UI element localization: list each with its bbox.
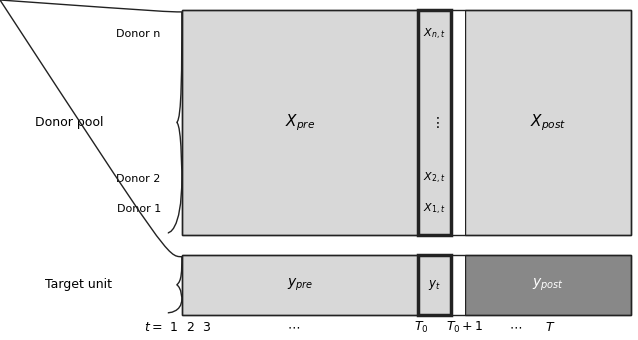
Text: 1: 1: [170, 321, 177, 334]
Text: $T_0+1$: $T_0+1$: [445, 320, 484, 335]
Text: $\cdots$: $\cdots$: [287, 321, 300, 334]
Text: 2: 2: [186, 321, 194, 334]
Bar: [451, 10, 465, 235]
Text: Donor n: Donor n: [116, 29, 161, 39]
Bar: [465, 10, 631, 235]
Text: $X_{2,t}$: $X_{2,t}$: [423, 171, 446, 186]
Text: $y_t$: $y_t$: [428, 278, 441, 292]
Text: Donor 1: Donor 1: [117, 204, 161, 214]
Bar: [465, 255, 631, 314]
Bar: [418, 10, 451, 235]
Text: $X_{n,t}$: $X_{n,t}$: [424, 27, 445, 41]
Text: Donor 2: Donor 2: [116, 173, 161, 184]
Text: $y_{pre}$: $y_{pre}$: [286, 277, 313, 293]
Text: 3: 3: [202, 321, 210, 334]
Text: $\cdots$: $\cdots$: [509, 321, 522, 334]
Bar: [182, 255, 418, 314]
Text: $t=$: $t=$: [144, 321, 163, 334]
Text: $y_{post}$: $y_{post}$: [532, 277, 564, 293]
Text: $T_0$: $T_0$: [414, 320, 428, 335]
Text: $\vdots$: $\vdots$: [429, 115, 440, 130]
Bar: [182, 255, 631, 314]
Bar: [182, 10, 631, 235]
Text: Target unit: Target unit: [45, 278, 112, 291]
Text: $X_{1,t}$: $X_{1,t}$: [423, 202, 446, 217]
Text: $X_{pre}$: $X_{pre}$: [285, 112, 315, 133]
Text: Donor pool: Donor pool: [35, 116, 103, 129]
Text: $T$: $T$: [545, 321, 555, 334]
Text: $X_{post}$: $X_{post}$: [530, 112, 567, 133]
Bar: [451, 255, 465, 314]
Bar: [182, 10, 418, 235]
Bar: [418, 255, 451, 314]
